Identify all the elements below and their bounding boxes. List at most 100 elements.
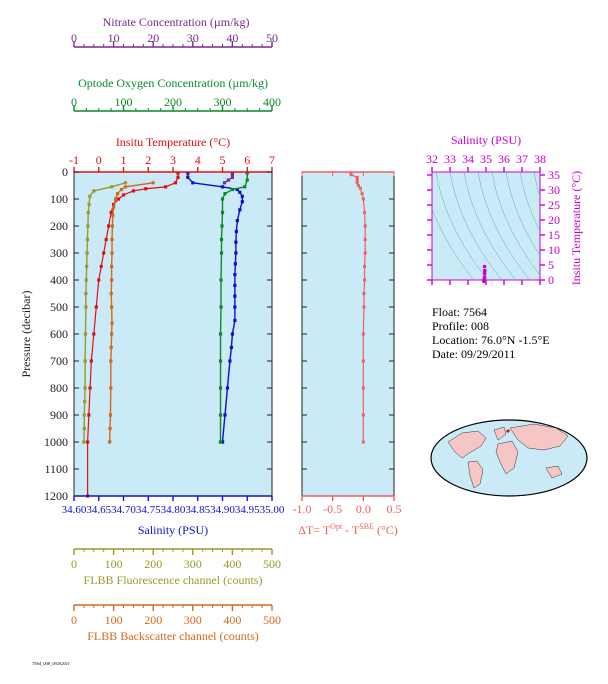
backscatter-tick-label: 300	[184, 613, 202, 627]
temperature-tick-label: 4	[195, 153, 201, 167]
backscatter-point	[113, 197, 118, 201]
temperature-point	[163, 185, 168, 189]
backscatter-axis-label: FLBB Backscatter channel (counts)	[87, 629, 259, 643]
backscatter-tick-label: 100	[105, 613, 123, 627]
temperature-axis-label: Insitu Temperature (°C)	[116, 135, 230, 149]
temperature-line	[87, 173, 179, 496]
inset-temperature-tick-label: 0	[548, 273, 554, 287]
salinity-point	[240, 200, 244, 204]
delta-t-tick-label: 0.0	[356, 502, 371, 516]
pressure-tick-label: 600	[50, 327, 68, 341]
salinity-point	[240, 194, 244, 198]
backscatter-point	[109, 386, 113, 390]
salinity-point	[235, 219, 239, 223]
oxygen-point	[218, 413, 223, 417]
salinity-point	[233, 305, 237, 309]
oxygen-point	[220, 197, 225, 201]
pressure-tick-label: 500	[50, 300, 68, 314]
inset-temperature-tick-label: 5	[548, 258, 554, 272]
backscatter-tick-label: 0	[71, 613, 77, 627]
inset-salinity-tick-label: 38	[534, 152, 546, 166]
oxygen-point	[219, 278, 223, 282]
inset-salinity-tick-label: 37	[516, 152, 528, 166]
temperature-point	[94, 305, 98, 309]
oxygen-point	[219, 237, 224, 242]
inset-salinity-label: Salinity (PSU)	[451, 133, 521, 147]
fluorescence-tick-label: 100	[105, 557, 123, 571]
nitrate-tick-label: 0	[71, 31, 77, 45]
world-map	[430, 419, 588, 497]
salinity-tick-label: 34.85	[185, 504, 210, 516]
fluorescence-point	[84, 305, 88, 309]
oxygen-tick-label: 300	[214, 95, 232, 109]
pressure-tick-label: 700	[50, 354, 68, 368]
oxygen-point	[219, 251, 224, 255]
backscatter-point	[110, 237, 114, 242]
delta-t-point	[362, 305, 366, 309]
nitrate-tick-label: 10	[108, 31, 120, 45]
oxygen-tick-label: 200	[164, 95, 182, 109]
temperature-tick-label: 6	[244, 153, 250, 167]
salinity-tick-label: 34.70	[111, 504, 136, 516]
salinity-point	[233, 318, 237, 323]
inset-temperature-tick-label: 15	[548, 228, 560, 242]
oxygen-point	[218, 332, 223, 336]
salinity-point	[233, 273, 237, 277]
temperature-point	[88, 386, 92, 390]
pressure-tick-label: 300	[50, 246, 68, 260]
backscatter-point	[110, 321, 114, 325]
isopycnal-line	[449, 172, 503, 280]
backscatter-point	[112, 205, 116, 209]
salinity-tick-label: 35.00	[260, 504, 285, 516]
delta-t-point	[363, 278, 367, 282]
inset-salinity-tick-label: 34	[462, 152, 474, 166]
backscatter-point	[151, 181, 155, 185]
delta-t-point	[356, 184, 360, 187]
fluorescence-point	[85, 251, 89, 255]
pressure-tick-label: 800	[50, 381, 68, 395]
fluorescence-point	[82, 413, 86, 417]
salinity-point	[220, 440, 225, 444]
backscatter-tick-label: 200	[144, 613, 162, 627]
ts-point	[482, 264, 487, 269]
delta-t-point	[355, 175, 359, 179]
fluorescence-point	[84, 278, 88, 282]
oxygen-point	[218, 440, 223, 444]
inset-temperature-tick-label: 20	[548, 213, 560, 227]
fluorescence-point	[82, 426, 86, 431]
delta-t-point	[355, 178, 359, 182]
nitrate-point	[222, 181, 227, 185]
salinity-tick-label: 34.60	[62, 504, 87, 516]
inset-temperature-tick-label: 35	[548, 168, 560, 182]
pressure-axis-label: Pressure (decibar)	[19, 291, 33, 378]
delta-t-tick-label: 0.5	[387, 502, 402, 516]
backscatter-point	[123, 185, 128, 189]
isopycnal-line	[477, 172, 531, 280]
ts-series	[482, 264, 487, 284]
delta-t-point	[361, 359, 365, 363]
nitrate-axis-label: Nitrate Concentration (µm/kg)	[103, 15, 250, 29]
backscatter-point	[110, 251, 114, 255]
nitrate-tick-label: 20	[147, 31, 159, 45]
nitrate-point	[226, 178, 231, 182]
backscatter-point	[109, 359, 113, 363]
inset-salinity-tick-label: 36	[498, 152, 510, 166]
salinity-point	[234, 251, 238, 255]
temperature-tick-label: 7	[269, 153, 275, 167]
fluorescence-tick-label: 500	[263, 557, 281, 571]
pressure-tick-label: 200	[50, 219, 68, 233]
fluorescence-tick-label: 200	[144, 557, 162, 571]
delta-t-series	[349, 171, 367, 444]
salinity-tick-label: 34.80	[161, 504, 186, 516]
backscatter-point	[110, 305, 114, 309]
salinity-point	[233, 294, 237, 298]
backscatter-point	[109, 291, 113, 296]
salinity-point	[225, 386, 230, 390]
delta-t-point	[363, 265, 367, 268]
oxygen-point	[220, 224, 224, 228]
nitrate-point	[230, 173, 234, 177]
delta-t-point	[363, 238, 367, 241]
fluorescence-point	[110, 185, 114, 189]
oxygen-point	[223, 192, 227, 196]
fluorescence-point	[123, 181, 128, 185]
